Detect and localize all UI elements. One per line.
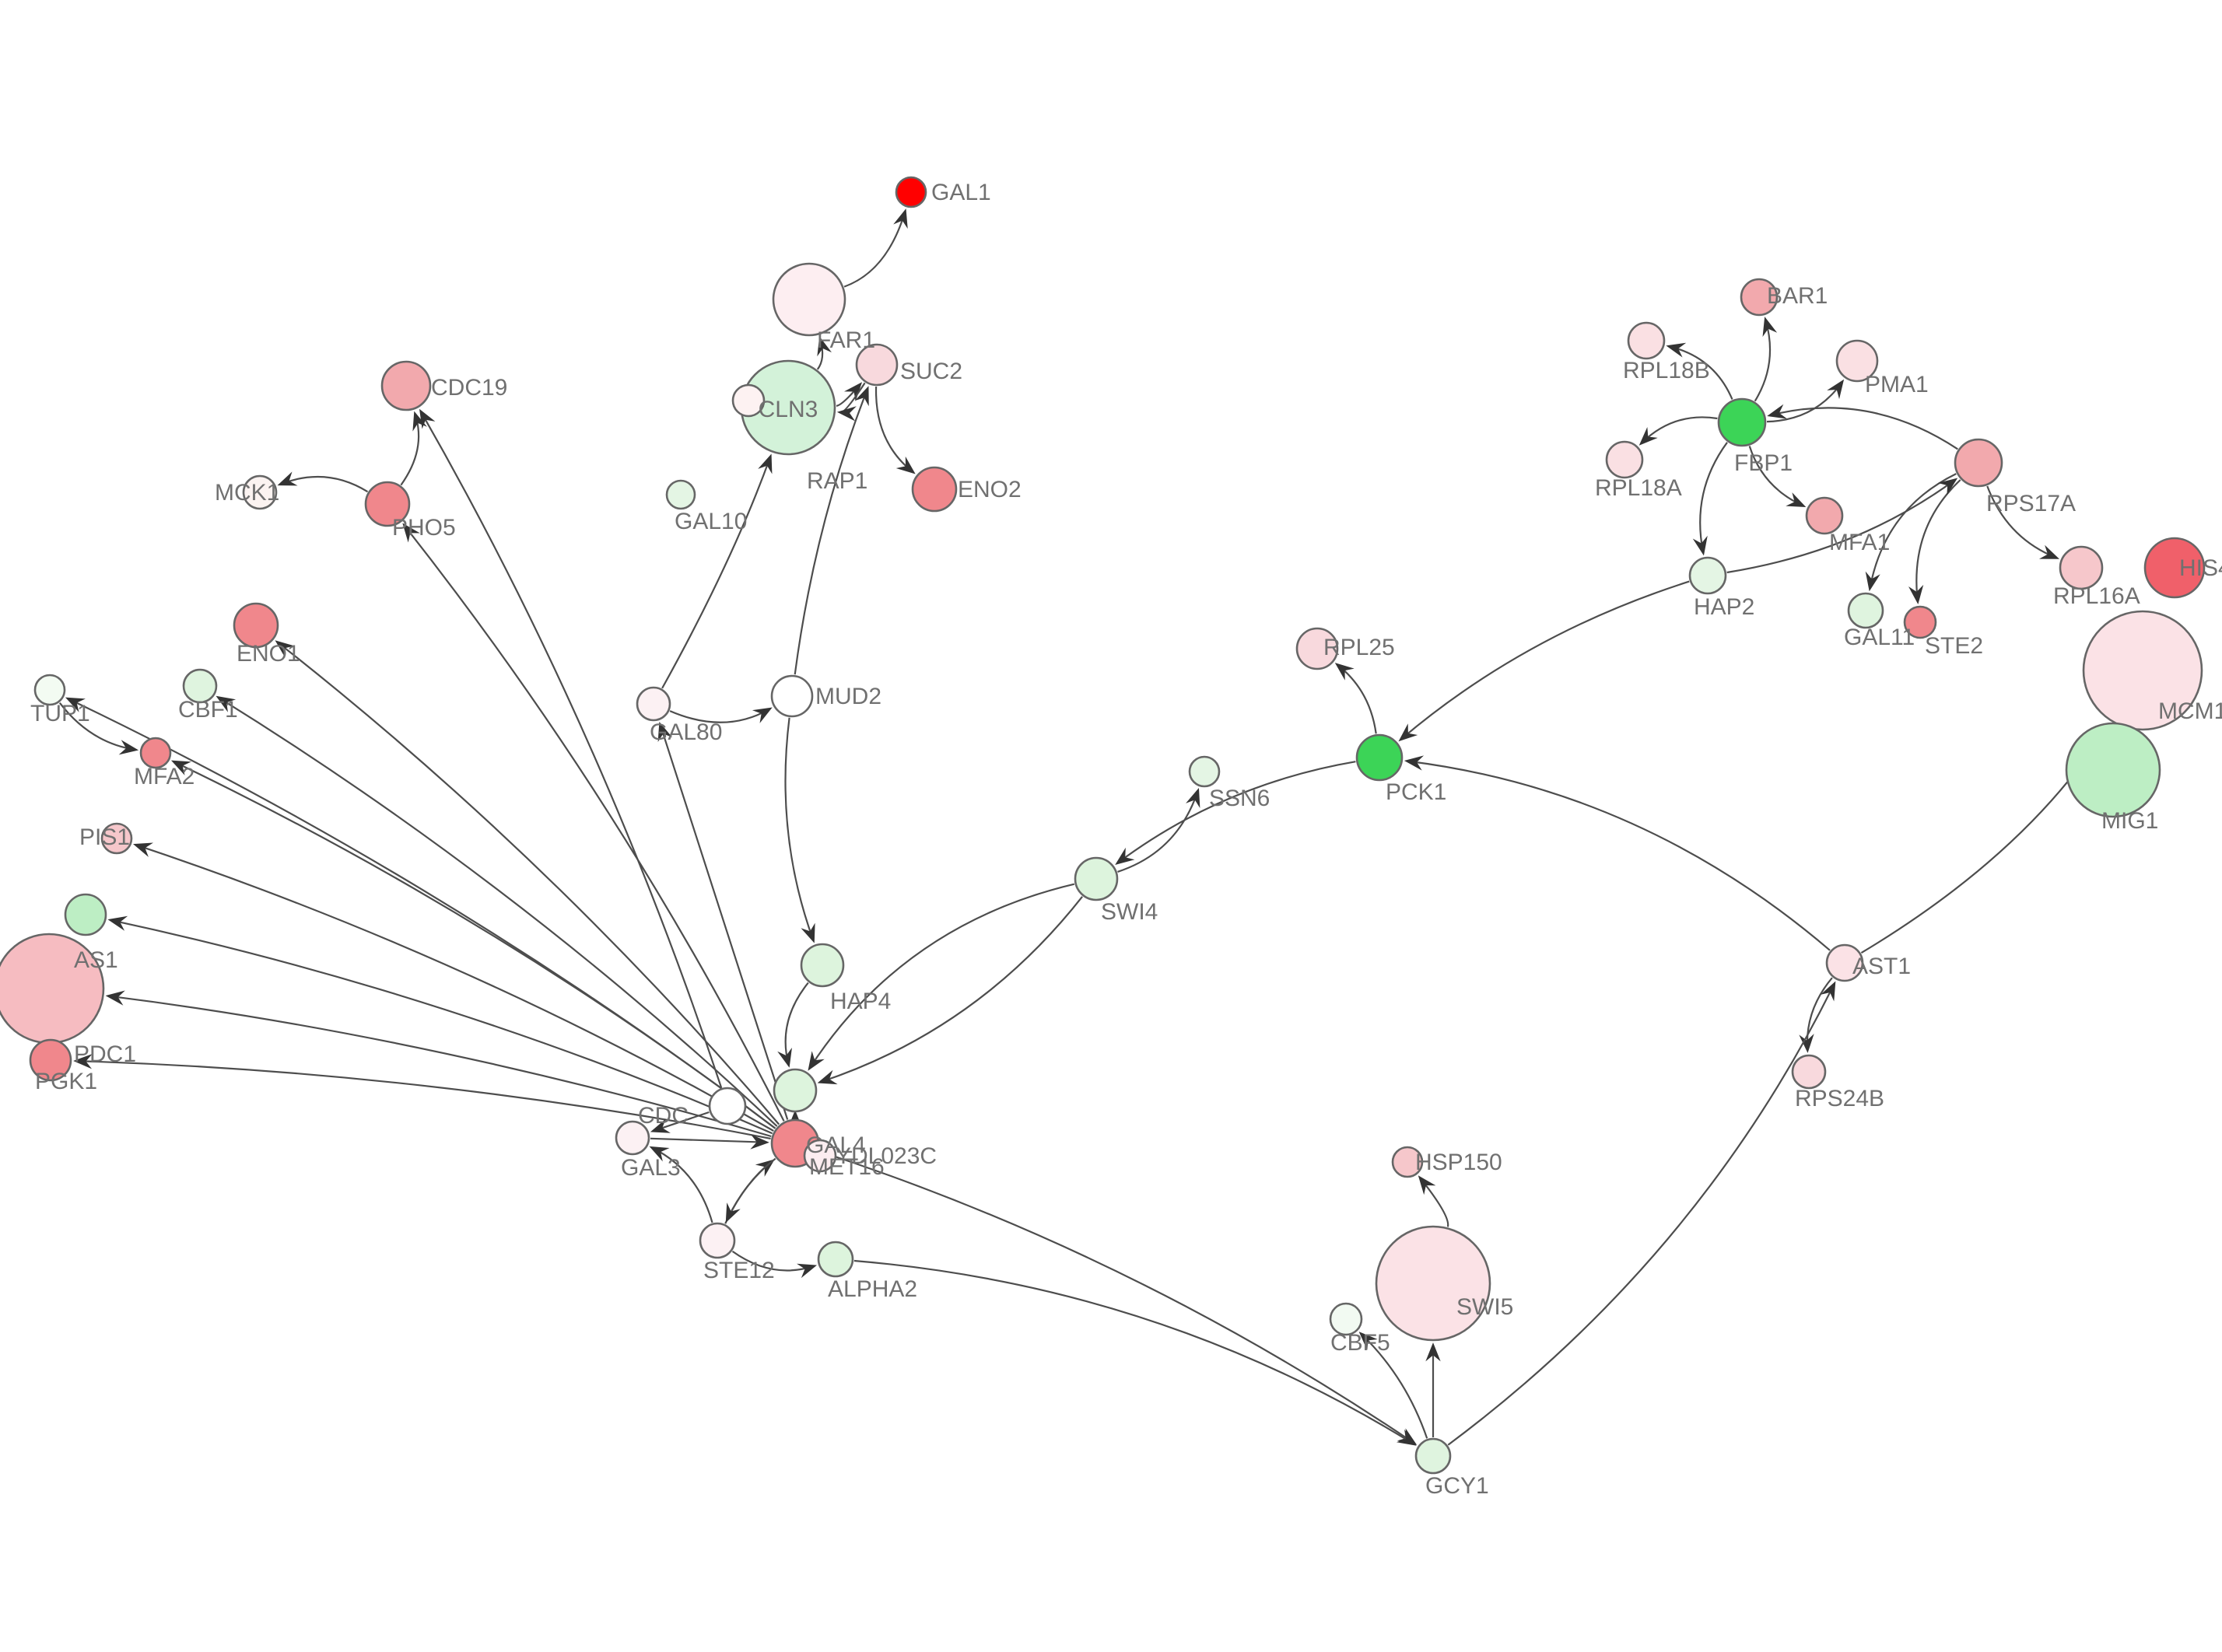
svg-text:SSN6: SSN6 [1209, 786, 1270, 811]
svg-text:AS1: AS1 [74, 947, 118, 973]
svg-text:MCM1: MCM1 [2158, 698, 2222, 724]
svg-text:PMA1: PMA1 [1865, 372, 1929, 397]
svg-text:ALPHA2: ALPHA2 [828, 1276, 917, 1302]
svg-text:MUD2: MUD2 [815, 684, 881, 709]
svg-text:RPL25: RPL25 [1323, 635, 1395, 660]
svg-text:GAL1: GAL1 [931, 180, 991, 205]
svg-text:TUP1: TUP1 [30, 701, 90, 726]
svg-text:ENO2: ENO2 [958, 477, 1022, 502]
svg-text:FAR1: FAR1 [817, 327, 875, 353]
svg-text:STE2: STE2 [1925, 633, 1983, 659]
svg-text:HAP4: HAP4 [830, 989, 891, 1014]
svg-text:CDC: CDC [638, 1103, 689, 1129]
svg-text:PIS1: PIS1 [79, 824, 130, 850]
svg-text:CDC19: CDC19 [431, 375, 507, 401]
svg-text:FBP1: FBP1 [1734, 450, 1793, 476]
svg-text:RPL18B: RPL18B [1623, 358, 1710, 383]
svg-text:MFA1: MFA1 [1829, 530, 1890, 555]
svg-text:GAL11: GAL11 [1844, 625, 1915, 650]
svg-text:HAP2: HAP2 [1694, 594, 1754, 620]
svg-text:GAL80: GAL80 [650, 719, 722, 745]
svg-text:PDC1: PDC1 [74, 1041, 136, 1067]
svg-text:SUC2: SUC2 [900, 359, 962, 384]
svg-text:PCK1: PCK1 [1386, 779, 1446, 805]
svg-text:HSP150: HSP150 [1415, 1150, 1502, 1175]
svg-text:GAL3: GAL3 [621, 1155, 681, 1181]
svg-text:RPS17A: RPS17A [1986, 491, 2076, 516]
svg-text:HIS4: HIS4 [2179, 555, 2222, 581]
svg-text:GAL10: GAL10 [675, 509, 747, 534]
svg-text:RPL16A: RPL16A [2053, 583, 2140, 609]
svg-text:PHO5: PHO5 [392, 515, 456, 541]
svg-text:PGK1: PGK1 [35, 1069, 97, 1094]
svg-text:CBF1: CBF1 [178, 697, 238, 723]
svg-text:BAR1: BAR1 [1767, 283, 1828, 309]
svg-text:MCK1: MCK1 [215, 480, 279, 506]
svg-text:CLN3: CLN3 [759, 397, 818, 422]
svg-text:STE12: STE12 [703, 1258, 775, 1283]
svg-text:SWI4: SWI4 [1101, 899, 1158, 925]
svg-text:RPL18A: RPL18A [1595, 475, 1682, 501]
svg-text:GCY1: GCY1 [1425, 1473, 1489, 1499]
svg-text:RPS24B: RPS24B [1795, 1086, 1884, 1111]
svg-text:MIG1: MIG1 [2101, 808, 2158, 834]
svg-text:SWI5: SWI5 [1456, 1294, 1513, 1320]
svg-text:CBF5: CBF5 [1330, 1330, 1390, 1356]
svg-text:RAP1: RAP1 [807, 468, 867, 494]
svg-text:AST1: AST1 [1852, 954, 1911, 979]
svg-text:MET16: MET16 [809, 1154, 885, 1180]
svg-text:MFA2: MFA2 [134, 764, 195, 789]
svg-text:ENO1: ENO1 [237, 641, 300, 667]
